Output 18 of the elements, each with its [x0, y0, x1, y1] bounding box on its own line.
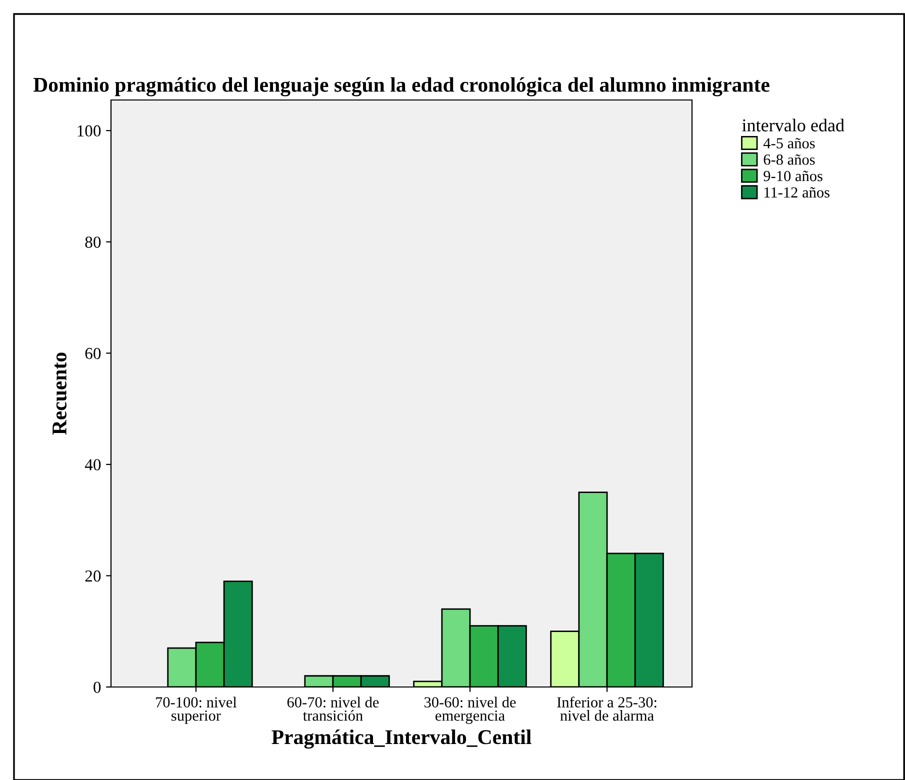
- x-axis-title: Pragmática_Intervalo_Centil: [272, 730, 532, 749]
- y-tick-label: 100: [78, 125, 101, 137]
- x-tick-label: 70-100: nivel superior: [156, 696, 237, 724]
- y-tick-label: 20: [85, 570, 101, 582]
- chart-title: Dominio pragmático del lenguaje según la edad cronológica del alumno inmigrante: [33, 77, 770, 96]
- x-tick-label: 30-60: nivel de emergencia: [424, 696, 516, 724]
- y-tick-label: 40: [84, 459, 101, 470]
- x-tick-label: Inferior a 25-30: nivel de alarma: [557, 696, 656, 721]
- legend-label: 6-8 años: [764, 154, 815, 165]
- legend-label: 11-12 años: [764, 187, 830, 198]
- legend-title: intervalo edad: [742, 118, 844, 132]
- legend-label: 4-5 años: [763, 138, 815, 148]
- y-tick-label: 0: [94, 682, 101, 693]
- y-tick-label: 80: [85, 236, 101, 248]
- y-tick-label: 60: [85, 348, 101, 360]
- y-axis-title: Recuento: [52, 352, 67, 435]
- legend-label: 9-10 años: [764, 170, 822, 182]
- x-tick-label: 60-70: nivel de transición: [287, 696, 379, 721]
